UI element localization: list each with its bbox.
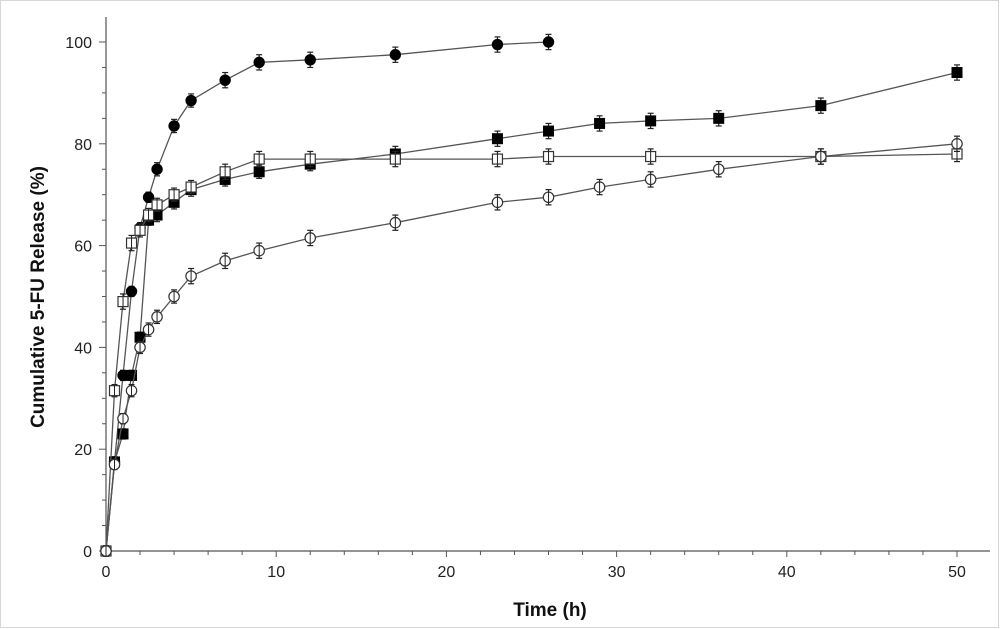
data-point: [542, 36, 555, 48]
data-point: [543, 125, 555, 137]
y-axis-title: Cumulative 5-FU Release (%): [28, 166, 49, 428]
y-tick-label: 60: [74, 239, 92, 256]
y-tick-label: 100: [65, 35, 92, 52]
x-tick-label: 0: [102, 564, 111, 581]
series-4: [100, 135, 963, 557]
data-point: [815, 100, 827, 112]
y-tick-label: 0: [83, 544, 92, 561]
data-point: [126, 369, 138, 381]
y-tick-label: 20: [74, 442, 92, 459]
data-point: [951, 67, 963, 79]
data-point: [389, 49, 402, 61]
series-line: [105, 153, 958, 552]
x-tick-label: 10: [267, 564, 285, 581]
y-tick-label: 80: [74, 137, 92, 154]
data-point: [151, 163, 163, 175]
data-point: [491, 38, 504, 51]
x-axis-title: Time (h): [513, 600, 587, 621]
data-point: [142, 191, 155, 203]
series-layer: [100, 33, 963, 557]
series-line: [105, 143, 958, 552]
data-point: [645, 115, 657, 127]
data-point: [304, 54, 316, 66]
data-point: [219, 74, 231, 86]
axes: 0 10 20 30 40 50 0 20 40 60 80 100: [65, 17, 990, 581]
x-tick-label: 40: [778, 564, 796, 581]
data-point: [185, 94, 197, 107]
data-point: [713, 112, 725, 124]
x-tick-label: 50: [948, 564, 966, 581]
y-tick-label: 40: [74, 340, 92, 357]
data-point: [594, 117, 606, 129]
data-point: [491, 133, 503, 145]
data-point: [253, 56, 265, 69]
series-line: [105, 71, 958, 552]
data-point: [117, 428, 129, 440]
x-tick-label: 20: [438, 564, 456, 581]
data-point: [168, 120, 180, 132]
data-point: [253, 166, 265, 178]
x-tick-label: 30: [608, 564, 626, 581]
data-point: [125, 285, 138, 298]
